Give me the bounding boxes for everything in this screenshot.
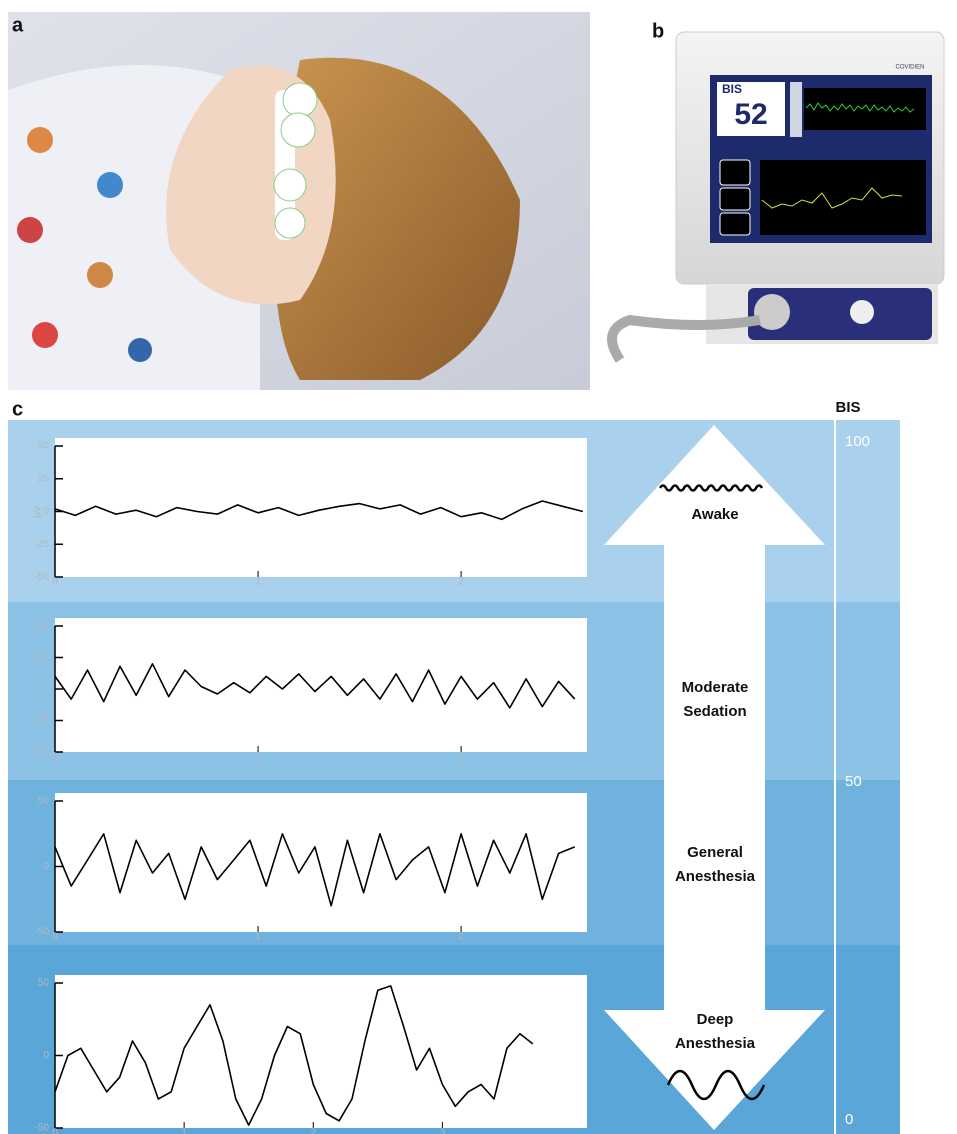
- y-tick-label: -25: [35, 715, 50, 726]
- x-tick-label: 3: [440, 1128, 446, 1134]
- plot-area: [55, 438, 587, 577]
- monitor-brand: COVIDIEN: [895, 65, 924, 71]
- y-tick-label: 50: [38, 441, 50, 452]
- y-tick-label: 0: [43, 506, 49, 517]
- y-axis-label: µV: [33, 505, 44, 518]
- scale-label: 100: [845, 433, 870, 450]
- y-tick-label: -50: [35, 747, 50, 758]
- y-tick-label: 25: [38, 473, 50, 484]
- x-tick-label: 1: [255, 932, 261, 943]
- plot-area: [55, 975, 587, 1128]
- x-tick-label: 0: [52, 932, 58, 943]
- plot-area: [55, 793, 587, 932]
- y-tick-label: -50: [35, 927, 50, 938]
- state-label: Anesthesia: [675, 868, 756, 885]
- x-tick-label: 1: [255, 752, 261, 763]
- scale-label: 0: [845, 1111, 853, 1128]
- y-tick-label: 25: [38, 652, 50, 663]
- figure: a BIS 52 COVIDIEN b c BIS 100500AwakeMod…: [0, 0, 957, 1134]
- photo-patient: [8, 12, 590, 390]
- page: a BIS 52 COVIDIEN b c BIS 100500AwakeMod…: [0, 0, 957, 1134]
- scale-title: BIS: [835, 399, 860, 416]
- x-tick-label: 0: [52, 577, 58, 588]
- scale-label: 50: [845, 773, 862, 790]
- state-label: Deep: [697, 1011, 734, 1028]
- panel-label: c: [12, 398, 23, 420]
- x-tick-label: 1: [255, 577, 261, 588]
- state-label: Sedation: [683, 703, 746, 720]
- x-tick-label: 2: [458, 577, 464, 588]
- x-tick-label: 2: [310, 1128, 316, 1134]
- y-tick-label: 0: [43, 861, 49, 872]
- y-tick-label: 50: [38, 796, 50, 807]
- y-tick-label: -50: [35, 1123, 50, 1134]
- state-label: Awake: [691, 506, 738, 523]
- x-tick-label: 0: [52, 752, 58, 763]
- y-tick-label: 50: [38, 978, 50, 989]
- monitor-index-value: 52: [734, 98, 767, 131]
- y-tick-label: 50: [38, 621, 50, 632]
- y-tick-label: 0: [43, 1050, 49, 1061]
- monitor: [612, 32, 944, 360]
- panel-label: b: [652, 20, 664, 42]
- state-label: Anesthesia: [675, 1035, 756, 1052]
- monitor-index-label: BIS: [722, 82, 742, 96]
- y-tick-label: -25: [35, 539, 50, 550]
- x-tick-label: 2: [458, 752, 464, 763]
- x-tick-label: 0: [52, 1128, 58, 1134]
- x-tick-label: 2: [458, 932, 464, 943]
- x-tick-label: 1: [181, 1128, 187, 1134]
- state-label: General: [687, 844, 743, 861]
- panel-label: a: [12, 14, 24, 36]
- y-tick-label: 0: [43, 684, 49, 695]
- state-label: Moderate: [682, 679, 749, 696]
- y-tick-label: -50: [35, 572, 50, 583]
